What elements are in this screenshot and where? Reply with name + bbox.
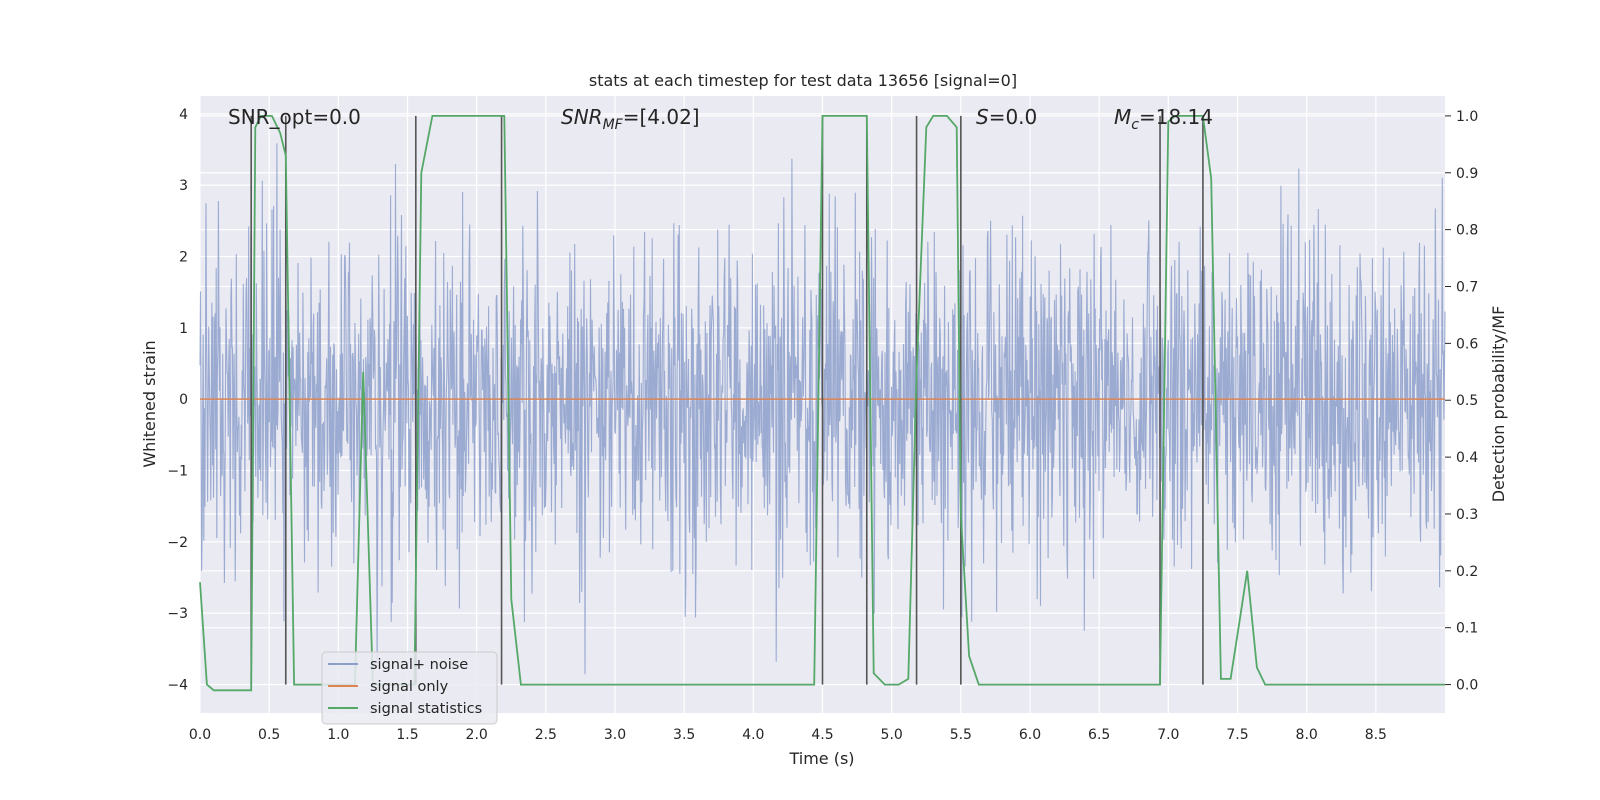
y-left-tick-label: 4 [179,107,188,123]
legend-label-signal-only: signal only [370,679,449,695]
x-tick-label: 7.5 [1226,727,1248,743]
mc-sub: c [1131,117,1139,133]
x-tick-label: 3.5 [673,727,695,743]
snr-mf-annotation: SNRMF=[4.02] [561,105,700,133]
y-right-tick-label: 0.2 [1456,564,1478,580]
x-tick-label: 5.0 [881,727,903,743]
legend-box [321,651,498,725]
snr-mf-value: =[4.02] [623,105,700,129]
x-axis-ticks: 0.0 0.5 1.0 1.5 2.0 2.5 3.0 3.5 4.0 4.5 5.0 5.5 6.0 6… [189,727,1387,743]
y-left-tick-label: 3 [179,178,188,194]
y-left-axis-ticks: −4 −3 −2 −1 0 1 2 3 4 [167,107,188,694]
x-tick-label: 4.5 [811,727,833,743]
y-right-tick-label: 0.1 [1456,621,1478,637]
x-tick-label: 2.0 [466,727,488,743]
x-tick-label: 1.5 [396,727,418,743]
x-tick-label: 6.5 [1088,727,1110,743]
s-main: S [976,105,989,129]
x-tick-label: 7.0 [1157,727,1179,743]
y-left-tick-label: −1 [167,463,188,479]
x-tick-label: 3.0 [604,727,626,743]
y-right-tick-label: 0.5 [1456,393,1478,409]
legend-label-signal-noise: signal+ noise [370,657,468,673]
x-tick-label: 5.5 [950,727,972,743]
legend-label-signal-statistics: signal statistics [370,701,482,717]
y-left-tick-label: 0 [179,392,188,408]
mc-main: M [1114,105,1131,129]
y-right-axis-label: Detection probability/MF [1489,306,1508,503]
x-tick-label: 0.0 [189,727,211,743]
x-tick-label: 8.5 [1365,727,1387,743]
legend: signal+ noise signal only signal statist… [321,651,498,725]
x-tick-label: 8.0 [1296,727,1318,743]
x-tick-label: 4.0 [742,727,764,743]
x-axis-label: Time (s) [788,749,854,768]
snr-mf-main: SNR [561,105,603,129]
y-left-tick-label: 2 [179,249,188,265]
mc-annotation: Mc=18.14 [1114,105,1213,133]
chart-title: stats at each timestep for test data 136… [589,71,1017,90]
y-left-axis-label: Whitened strain [140,340,159,467]
y-right-tick-label: 0.3 [1456,507,1478,523]
x-tick-label: 2.5 [535,727,557,743]
y-right-tick-label: 0.8 [1456,223,1478,239]
x-tick-label: 0.5 [258,727,280,743]
y-right-tick-label: 0.7 [1456,280,1478,296]
y-left-tick-label: −3 [167,606,188,622]
y-left-tick-label: −4 [167,677,188,693]
y-left-tick-label: 1 [179,321,188,337]
s-value: =0.0 [989,105,1038,129]
y-right-tick-label: 0.6 [1456,336,1478,352]
y-right-tick-label: 0.4 [1456,450,1478,466]
snr-opt-annotation: SNR_opt=0.0 [228,105,361,129]
snr-mf-sub: MF [603,117,624,133]
mc-value: =18.14 [1139,105,1213,129]
y-right-axis-ticks: 0.0 0.1 0.2 0.3 0.4 0.5 0.6 0.7 0.8 0.9 1.0 [1445,109,1478,694]
y-right-tick-label: 0.0 [1456,678,1478,694]
y-right-tick-label: 0.9 [1456,166,1478,182]
x-tick-label: 1.0 [327,727,349,743]
x-tick-label: 6.0 [1019,727,1041,743]
s-annotation: S=0.0 [976,105,1037,129]
y-left-tick-label: −2 [167,535,188,551]
y-right-tick-label: 1.0 [1456,109,1478,125]
